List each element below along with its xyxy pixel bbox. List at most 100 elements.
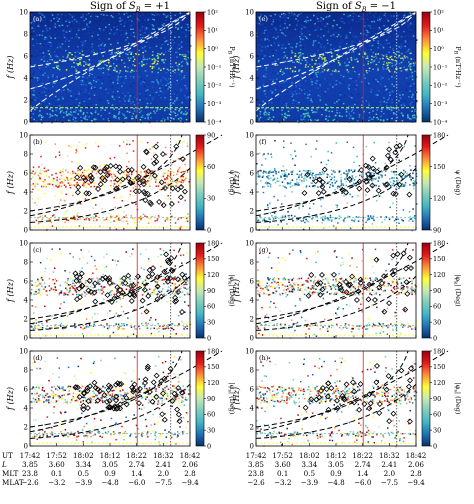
scatter-point	[31, 392, 33, 395]
spectrogram-pixel	[89, 72, 91, 75]
spectrogram-pixel	[77, 29, 80, 31]
scatter-point	[113, 433, 115, 436]
spectrogram-pixel	[37, 97, 39, 99]
spectrogram-pixel	[256, 106, 258, 108]
spectrogram-pixel	[128, 111, 131, 113]
scatter-point	[60, 322, 63, 325]
spectrogram-pixel	[90, 15, 92, 18]
spectrogram-pixel	[164, 107, 166, 110]
spectrogram-pixel	[108, 67, 110, 69]
scatter-point	[180, 184, 182, 187]
scatter-point	[131, 172, 133, 174]
scatter-point	[168, 397, 170, 400]
scatter-point	[76, 173, 78, 175]
spectrogram-pixel	[319, 43, 322, 46]
diamond-marker	[175, 411, 182, 418]
scatter-point	[176, 397, 178, 400]
spectrogram-pixel	[179, 14, 182, 16]
scatter-point	[173, 171, 175, 174]
spectrogram-pixel	[185, 34, 187, 36]
scatter-point	[82, 432, 84, 434]
spectrogram-pixel	[271, 108, 274, 110]
scatter-point	[158, 407, 161, 410]
scatter-point	[69, 289, 71, 292]
spectrogram-pixel	[115, 51, 118, 54]
scatter-point	[171, 278, 174, 280]
spectrogram-pixel	[375, 94, 378, 96]
spectrogram-pixel	[124, 22, 126, 25]
spectrogram-pixel	[116, 90, 119, 93]
scatter-point	[59, 396, 61, 398]
scatter-point	[115, 323, 117, 325]
scatter-point	[66, 176, 68, 179]
spectrogram-pixel	[77, 28, 79, 30]
spectrogram-pixel	[291, 71, 294, 73]
spectrogram-pixel	[49, 91, 52, 94]
spectrogram-pixel	[39, 67, 41, 70]
scatter-point	[150, 332, 153, 335]
spectrogram-pixel	[319, 85, 322, 87]
spectrogram-pixel	[167, 94, 170, 97]
spectrogram-pixel	[56, 46, 59, 49]
scatter-point	[108, 326, 110, 329]
spectrogram-pixel	[32, 27, 35, 29]
spectrogram-pixel	[360, 34, 362, 36]
scatter-point	[147, 180, 150, 182]
spectrogram-pixel	[333, 48, 335, 50]
spectrogram-pixel	[69, 105, 72, 107]
colorbar-label: |φk| (Deg)	[227, 274, 237, 307]
spectrogram-pixel	[184, 55, 187, 58]
spectrogram-pixel	[333, 71, 336, 74]
spectrogram-pixel	[307, 13, 309, 16]
scatter-point	[158, 386, 160, 388]
spectrogram-pixel	[172, 70, 174, 72]
spectrogram-pixel	[387, 98, 389, 101]
spectrogram-pixel	[142, 81, 144, 83]
diamond-marker	[167, 365, 174, 372]
colorbar-tick-label: 120	[207, 379, 219, 387]
scatter-point	[175, 181, 177, 184]
scatter-point	[107, 395, 110, 397]
spectrogram-pixel	[36, 17, 39, 20]
spectrogram-pixel	[283, 72, 285, 74]
scatter-point	[77, 173, 79, 175]
scatter-point	[133, 326, 136, 328]
scatter-point	[119, 196, 121, 198]
spectrogram-pixel	[352, 20, 354, 22]
spectrogram-pixel	[147, 117, 149, 119]
scatter-point	[71, 397, 74, 399]
spectrogram-pixel	[44, 18, 46, 21]
scatter-point	[65, 193, 67, 195]
scatter-point	[118, 145, 121, 147]
spectrogram-pixel	[378, 44, 380, 47]
scatter-point	[77, 212, 79, 214]
scatter-point	[137, 428, 139, 430]
scatter-point	[175, 293, 177, 296]
spectrogram-pixel	[298, 70, 300, 72]
spectrogram-pixel	[264, 45, 267, 47]
colorbar	[195, 11, 205, 123]
scatter-point	[69, 287, 71, 289]
diamond-marker	[164, 278, 171, 285]
scatter-point	[51, 215, 54, 217]
spectrogram-pixel	[133, 107, 135, 110]
scatter-point	[70, 284, 72, 287]
spectrogram-pixel	[398, 56, 400, 58]
spectrogram-pixel	[262, 34, 265, 37]
scatter-point	[141, 177, 144, 180]
scatter-point	[67, 280, 69, 282]
spectrogram-pixel	[391, 90, 394, 92]
scatter-point	[39, 367, 41, 370]
spectrogram-pixel	[180, 65, 183, 67]
spectrogram-pixel	[176, 56, 178, 58]
spectrogram-pixel	[101, 102, 104, 105]
scatter-point	[114, 206, 116, 209]
spectrogram-pixel	[388, 70, 391, 73]
spectrogram-pixel	[119, 76, 122, 78]
scatter-point	[64, 389, 66, 391]
spectrogram-pixel	[144, 80, 146, 83]
scatter-point	[186, 171, 189, 174]
scatter-point	[128, 287, 131, 290]
spectrogram-pixel	[166, 68, 169, 70]
